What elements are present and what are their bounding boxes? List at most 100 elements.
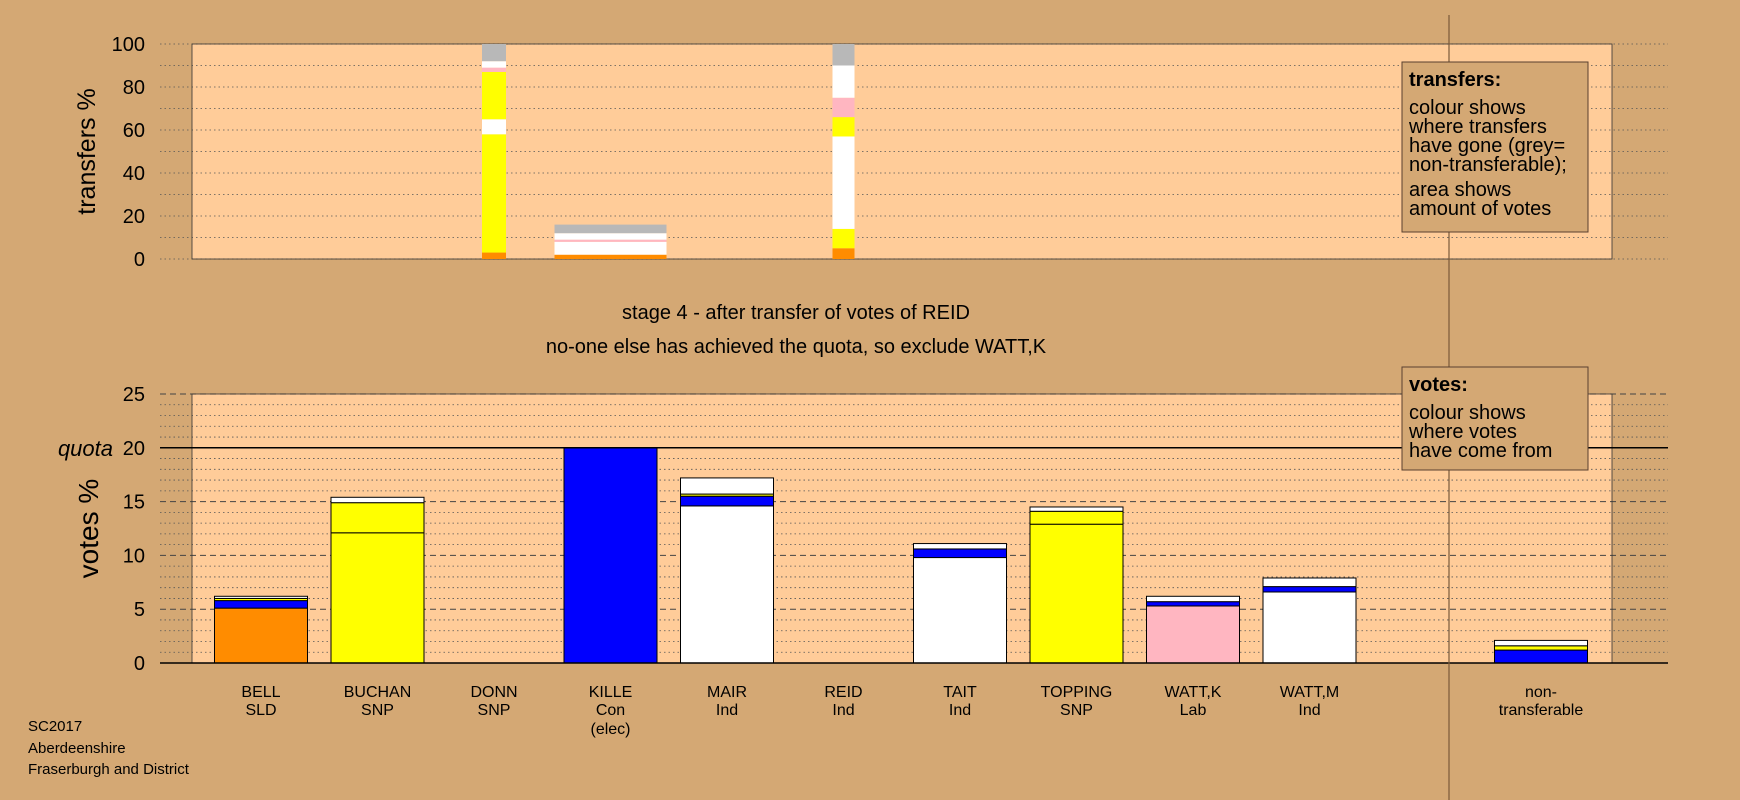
nontransferable-label: transferable — [1499, 702, 1584, 719]
votes-axis-label: votes % — [73, 479, 104, 579]
category-party-label: Lab — [1180, 702, 1207, 719]
transfers-tick-label: 0 — [134, 249, 145, 271]
transfers-tick-label: 20 — [123, 206, 145, 228]
votes-tick-label: 20 — [123, 438, 145, 460]
footer-line-1: SC2017 — [28, 718, 83, 735]
vote-bar-kille — [563, 447, 658, 664]
footer-caption: SC2017 Aberdeenshire Fraserburgh and Dis… — [28, 716, 189, 781]
transfer-segment-reid — [832, 44, 855, 66]
quota-label: quota — [58, 436, 113, 461]
votes-legend-line: where votes — [1408, 421, 1517, 443]
transfer-segment-reid — [832, 117, 855, 137]
vote-bar-tait — [913, 548, 1007, 559]
vote-bar-topping — [1029, 510, 1124, 525]
transfer-segment-donn — [482, 119, 506, 135]
vote-bar-wattk — [1146, 595, 1240, 603]
footer-line-2: Aberdeenshire — [28, 739, 126, 757]
category-name-label: WATT,K — [1165, 684, 1222, 701]
transfers-legend — [1401, 61, 1589, 233]
category-note-label: (elec) — [590, 721, 630, 738]
vote-bar-wattm — [1262, 591, 1357, 664]
nontransferable-label: non- — [1525, 684, 1557, 701]
transfer-segment-reid — [832, 97, 855, 118]
votes-tick-label: 15 — [123, 492, 145, 514]
vote-bar-tait — [913, 543, 1007, 550]
vote-bar-nontransferable — [1494, 649, 1588, 664]
transfers-tick-label: 40 — [123, 163, 145, 185]
category-party-label: SNP — [478, 702, 511, 719]
stage-subtitle: no-one else has achieved the quota, so e… — [546, 336, 1047, 358]
category-name-label: MAIR — [707, 684, 747, 701]
category-party-label: Ind — [716, 702, 738, 719]
transfer-segment-donn — [482, 44, 506, 62]
vote-bar-mair — [680, 477, 774, 495]
transfer-segment-kille — [554, 233, 667, 240]
transfer-segment-donn — [482, 67, 506, 72]
category-party-label: Ind — [949, 702, 971, 719]
vote-bar-bell — [214, 607, 308, 664]
category-name-label: WATT,M — [1280, 684, 1340, 701]
vote-bar-buchan — [330, 496, 425, 504]
transfer-segment-kille — [554, 254, 667, 259]
vote-bar-buchan — [330, 502, 425, 534]
category-name-label: TAIT — [943, 684, 977, 701]
votes-tick-label: 5 — [134, 599, 145, 621]
category-name-label: KILLE — [589, 684, 633, 701]
category-party-label: SNP — [361, 702, 394, 719]
category-name-label: BELL — [241, 684, 280, 701]
transfer-segment-reid — [832, 228, 855, 249]
transfer-segment-reid — [832, 248, 855, 259]
category-name-label: REID — [824, 684, 862, 701]
transfers-legend-line: colour shows — [1409, 97, 1526, 119]
transfers-legend-line: area shows — [1409, 179, 1511, 201]
vote-bar-topping — [1029, 523, 1124, 664]
category-party-label: Ind — [1298, 702, 1320, 719]
transfer-segment-donn — [482, 134, 506, 253]
transfer-segment-donn — [482, 71, 506, 120]
vote-bar-mair — [680, 495, 774, 507]
category-party-label: SNP — [1060, 702, 1093, 719]
transfers-legend-line: non-transferable); — [1409, 154, 1567, 176]
category-name-label: BUCHAN — [344, 684, 412, 701]
transfers-legend-line: where transfers — [1408, 116, 1547, 138]
votes-tick-label: 10 — [123, 545, 145, 567]
vote-bar-bell — [214, 600, 308, 609]
vote-bar-topping — [1029, 506, 1124, 512]
transfers-tick-label: 80 — [123, 77, 145, 99]
transfer-segment-donn — [482, 61, 506, 68]
transfer-segment-donn — [482, 252, 506, 259]
transfers-legend-line: have gone (grey= — [1409, 135, 1565, 157]
vote-bar-wattm — [1262, 577, 1357, 588]
transfers-axis-label: transfers % — [73, 88, 101, 214]
vote-bar-tait — [913, 557, 1007, 664]
transfers-legend-title: transfers: — [1409, 69, 1501, 91]
vote-bar-nontransferable — [1494, 639, 1588, 647]
category-name-label: TOPPING — [1041, 684, 1113, 701]
transfer-segment-kille — [554, 241, 667, 255]
vote-bar-mair — [680, 505, 774, 664]
vote-bar-bell — [214, 595, 308, 599]
vote-bar-buchan — [330, 532, 425, 664]
footer-line-3: Fraserburgh and District — [28, 761, 189, 778]
category-name-label: DONN — [470, 684, 517, 701]
transfers-tick-label: 100 — [112, 34, 145, 56]
stage-title: stage 4 - after transfer of votes of REI… — [622, 302, 970, 324]
transfer-segment-kille — [554, 224, 667, 234]
category-party-label: SLD — [245, 702, 276, 719]
category-party-label: Con — [596, 702, 625, 719]
votes-legend — [1401, 366, 1589, 471]
votes-legend-title: votes: — [1409, 374, 1468, 396]
vote-bar-nontransferable — [1494, 645, 1588, 651]
votes-tick-label: 0 — [134, 653, 145, 675]
transfer-segment-reid — [832, 136, 855, 229]
vote-bar-wattk — [1146, 605, 1240, 664]
transfer-segment-reid — [832, 65, 855, 98]
vote-bar-wattk — [1146, 601, 1240, 607]
votes-legend-line: have come from — [1409, 440, 1552, 462]
transfers-tick-label: 60 — [123, 120, 145, 142]
votes-plot-area — [192, 394, 1612, 663]
category-party-label: Ind — [832, 702, 854, 719]
transfers-plot-border — [191, 43, 1613, 260]
